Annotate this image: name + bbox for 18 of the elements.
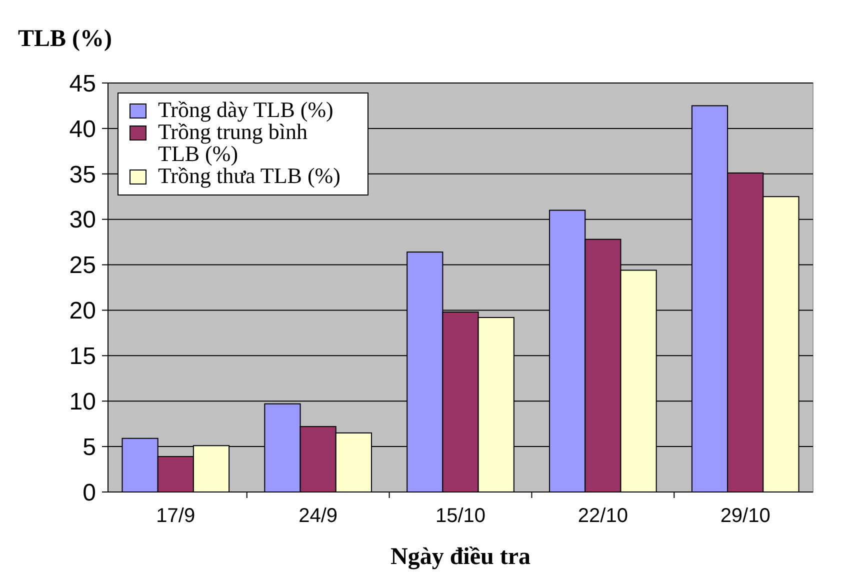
x-tick-label: 22/10 (578, 505, 628, 527)
x-axis-title: Ngày điều tra (390, 544, 530, 570)
x-tick-label: 15/10 (435, 505, 486, 527)
x-tick-label: 17/9 (156, 505, 196, 527)
legend-label: Trồng dày TLB (%) (158, 97, 334, 122)
y-tick-label: 5 (82, 434, 96, 461)
chart-title: TLB (%) (18, 26, 112, 52)
y-tick-label: 25 (69, 252, 96, 280)
y-tick-label: 45 (69, 70, 96, 98)
y-tick-label: 15 (69, 343, 96, 370)
x-tick-label: 24/9 (298, 505, 338, 527)
y-tick-label: 0 (82, 479, 96, 506)
y-tick-label: 10 (69, 388, 96, 416)
x-tick-label: 29/10 (720, 505, 770, 527)
y-tick-label: 40 (69, 116, 96, 143)
y-tick-label: 20 (69, 298, 96, 325)
y-tick-label: 35 (69, 161, 96, 188)
y-tick-label: 30 (69, 206, 96, 234)
